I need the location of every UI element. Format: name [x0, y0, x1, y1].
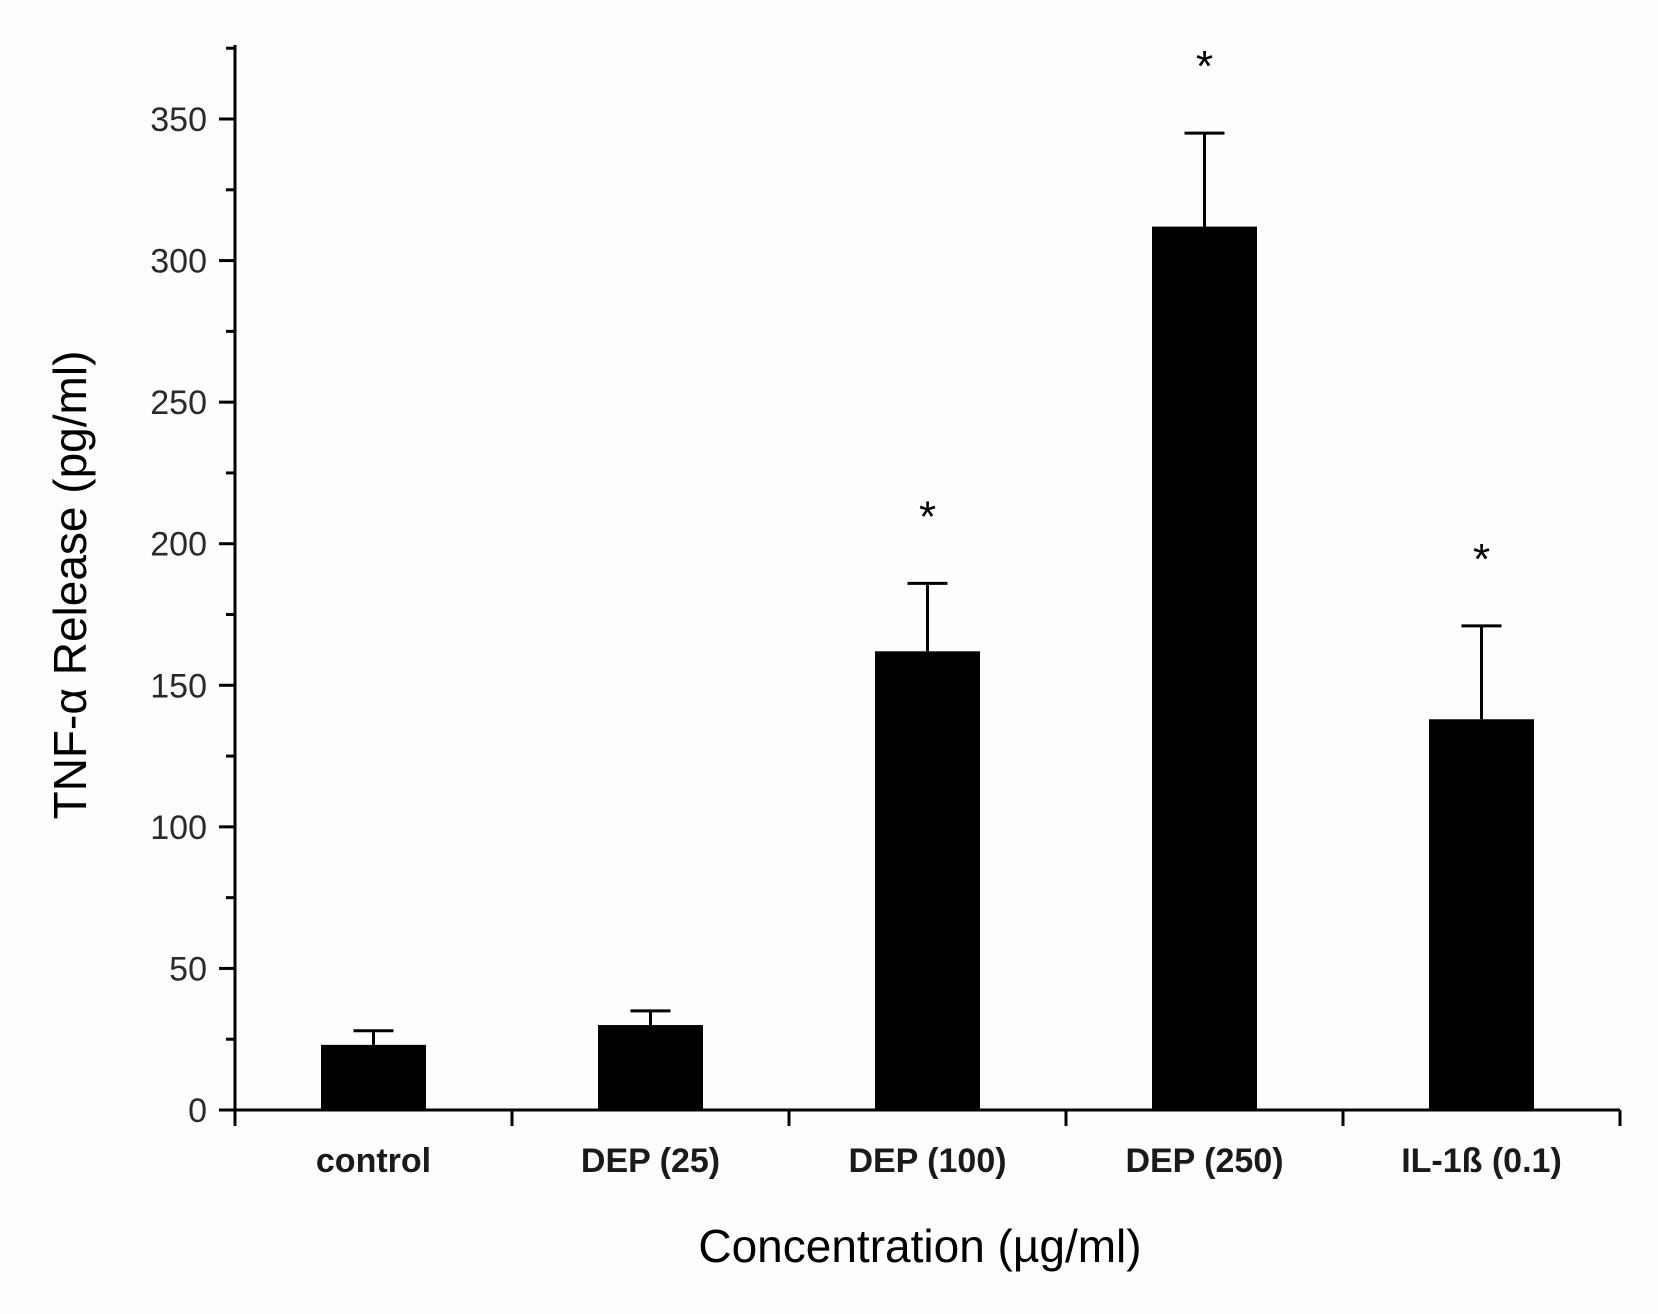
- significance-markers: * * *: [919, 42, 1490, 584]
- y-axis-title: TNF-α Release (pg/ml): [44, 351, 96, 820]
- significance-star: *: [1196, 42, 1213, 91]
- y-tick-label: 100: [150, 809, 207, 847]
- bar: [1152, 226, 1257, 1110]
- category-label: DEP (100): [848, 1142, 1006, 1180]
- y-tick-label: 50: [169, 950, 207, 988]
- x-axis-ticks: control DEP (25) DEP (100) DEP (250) IL-1ß (…: [233, 1110, 1622, 1180]
- bar: [875, 651, 980, 1110]
- y-tick-label: 200: [150, 526, 207, 564]
- y-tick-label: 0: [188, 1092, 207, 1130]
- bar: [321, 1044, 426, 1110]
- category-label: DEP (250): [1125, 1142, 1283, 1180]
- y-tick-label: 300: [150, 243, 207, 281]
- significance-star: *: [919, 492, 936, 541]
- error-bars: [353, 131, 1502, 1045]
- bar: [598, 1025, 703, 1110]
- category-label: control: [316, 1142, 431, 1180]
- y-tick-label: 350: [150, 101, 207, 139]
- category-label: IL-1ß (0.1): [1401, 1142, 1562, 1180]
- bar: [1429, 719, 1534, 1110]
- bar-series: [321, 226, 1534, 1110]
- x-axis-title: Concentration (µg/ml): [698, 1220, 1141, 1272]
- significance-star: *: [1473, 535, 1490, 584]
- y-axis-ticks: 0 50 100 150 200 250 300 350: [150, 46, 235, 1130]
- category-label: DEP (25): [581, 1142, 720, 1180]
- y-tick-label: 150: [150, 667, 207, 705]
- y-tick-label: 250: [150, 384, 207, 422]
